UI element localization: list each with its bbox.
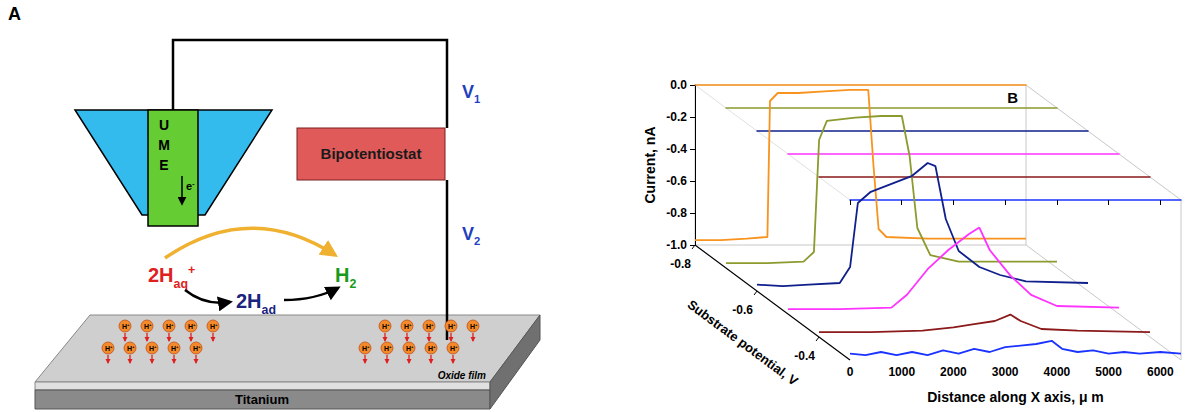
svg-text:-0.4: -0.4 xyxy=(794,349,815,363)
svg-text:Distance along X axis, μ m: Distance along X axis, μ m xyxy=(927,389,1104,405)
svg-text:H+: H+ xyxy=(166,322,174,330)
svg-text:H2: H2 xyxy=(335,264,356,291)
svg-text:H+: H+ xyxy=(171,344,179,352)
svg-text:H+: H+ xyxy=(384,344,392,352)
svg-text:-0.8: -0.8 xyxy=(666,206,687,220)
svg-text:2Haq+: 2Haq+ xyxy=(148,263,195,291)
svg-text:U: U xyxy=(159,117,169,133)
svg-text:H+: H+ xyxy=(144,322,152,330)
svg-text:H+: H+ xyxy=(448,322,456,330)
svg-text:Current, nA: Current, nA xyxy=(642,127,658,204)
svg-text:H+: H+ xyxy=(105,344,113,352)
svg-text:2000: 2000 xyxy=(940,365,967,379)
svg-text:E: E xyxy=(159,157,168,173)
svg-text:-1.0: -1.0 xyxy=(666,238,687,252)
svg-text:H+: H+ xyxy=(428,344,436,352)
svg-text:-0.4: -0.4 xyxy=(666,142,687,156)
svg-text:H+: H+ xyxy=(210,322,218,330)
svg-text:-0.6: -0.6 xyxy=(666,174,687,188)
svg-text:-0.2: -0.2 xyxy=(666,110,687,124)
svg-text:A: A xyxy=(8,4,21,24)
svg-text:H+: H+ xyxy=(362,344,370,352)
svg-text:H+: H+ xyxy=(382,322,390,330)
svg-text:B: B xyxy=(1007,89,1018,106)
svg-text:Oxide film: Oxide film xyxy=(438,370,486,381)
svg-text:H+: H+ xyxy=(188,322,196,330)
svg-text:0.0: 0.0 xyxy=(670,78,687,92)
svg-text:M: M xyxy=(158,137,170,153)
svg-text:5000: 5000 xyxy=(1095,365,1122,379)
svg-text:H+: H+ xyxy=(193,344,201,352)
svg-text:H+: H+ xyxy=(404,322,412,330)
svg-text:H+: H+ xyxy=(450,344,458,352)
svg-text:-0.6: -0.6 xyxy=(732,303,753,317)
svg-text:0: 0 xyxy=(847,365,854,379)
svg-text:e-: e- xyxy=(186,180,194,192)
svg-text:2Had: 2Had xyxy=(236,290,276,317)
svg-text:V1: V1 xyxy=(462,82,480,105)
svg-text:V2: V2 xyxy=(462,224,480,247)
svg-text:H+: H+ xyxy=(122,322,130,330)
svg-text:Titanium: Titanium xyxy=(235,392,289,407)
svg-text:6000: 6000 xyxy=(1147,365,1174,379)
svg-text:3000: 3000 xyxy=(992,365,1019,379)
svg-text:Substrate potential, V: Substrate potential, V xyxy=(685,297,802,389)
svg-text:H+: H+ xyxy=(406,344,414,352)
svg-text:H+: H+ xyxy=(149,344,157,352)
svg-text:H+: H+ xyxy=(426,322,434,330)
svg-text:H+: H+ xyxy=(470,322,478,330)
svg-text:H+: H+ xyxy=(127,344,135,352)
svg-text:1000: 1000 xyxy=(888,365,915,379)
svg-text:4000: 4000 xyxy=(1044,365,1071,379)
svg-text:Bipotentiostat: Bipotentiostat xyxy=(321,145,422,162)
svg-text:-0.8: -0.8 xyxy=(670,257,691,271)
